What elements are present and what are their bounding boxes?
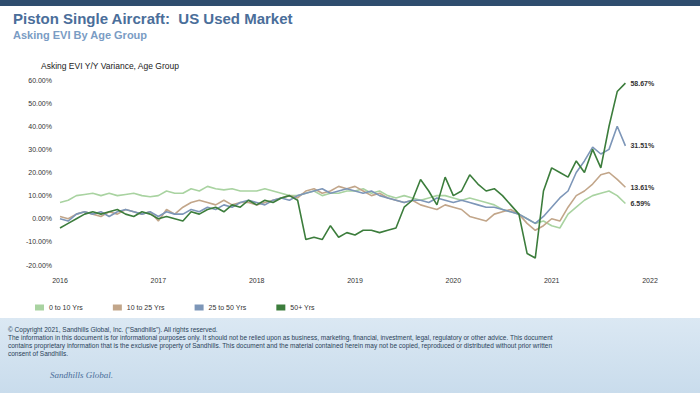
svg-text:2020: 2020	[446, 277, 462, 284]
svg-text:25 to 50 Yrs: 25 to 50 Yrs	[209, 304, 247, 311]
svg-text:2017: 2017	[151, 277, 167, 284]
svg-text:6.59%: 6.59%	[630, 200, 651, 207]
svg-text:2018: 2018	[249, 277, 265, 284]
svg-text:50.00%: 50.00%	[28, 100, 52, 107]
svg-text:0 to 10 Yrs: 0 to 10 Yrs	[49, 304, 83, 311]
svg-text:2016: 2016	[52, 277, 68, 284]
svg-text:40.00%: 40.00%	[28, 123, 52, 130]
svg-text:58.67%: 58.67%	[630, 80, 655, 87]
svg-text:60.00%: 60.00%	[28, 77, 52, 84]
html-text:The information in this docume: The information in this document is for …	[8, 334, 553, 357]
svg-text:-20.00%: -20.00%	[26, 262, 52, 269]
svg-text:20.00%: 20.00%	[28, 169, 52, 176]
svg-text:13.61%: 13.61%	[630, 184, 655, 191]
svg-text:31.51%: 31.51%	[630, 142, 655, 149]
html-text:Sandhills Global.: Sandhills Global.	[50, 370, 113, 380]
svg-text:50+ Yrs: 50+ Yrs	[290, 304, 315, 311]
svg-text:10.00%: 10.00%	[28, 192, 52, 199]
svg-text:-10.00%: -10.00%	[26, 238, 52, 245]
svg-text:2021: 2021	[544, 277, 560, 284]
svg-text:30.00%: 30.00%	[28, 146, 52, 153]
html-text:© Copyright 2021, Sandhills Gl: © Copyright 2021, Sandhills Global, Inc.…	[8, 326, 218, 333]
svg-text:Piston Single Aircraft: US Us: Piston Single Aircraft: US Used Market	[13, 10, 293, 27]
svg-text:2022: 2022	[642, 277, 658, 284]
svg-text:Asking EVI By Age Group: Asking EVI By Age Group	[13, 29, 147, 41]
svg-text:0.00%: 0.00%	[32, 215, 52, 222]
svg-text:Asking EVI Y/Y Variance, Age G: Asking EVI Y/Y Variance, Age Group	[41, 61, 179, 71]
svg-text:10 to 25 Yrs: 10 to 25 Yrs	[127, 304, 165, 311]
svg-text:2019: 2019	[347, 277, 363, 284]
